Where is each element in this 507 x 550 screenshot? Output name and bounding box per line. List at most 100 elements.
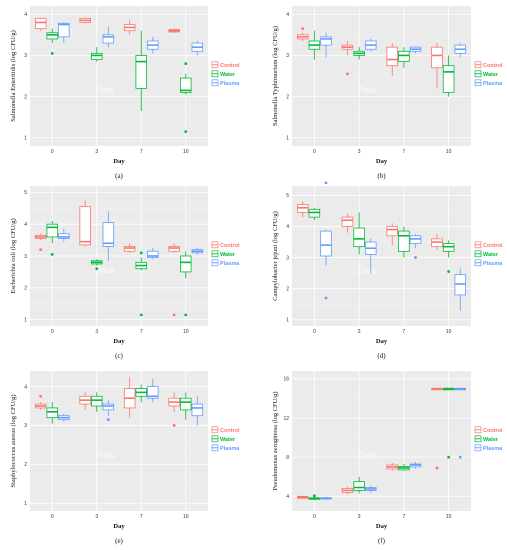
box-control <box>123 243 136 253</box>
x-tick-label: 7 <box>140 329 143 335</box>
chart-panel-0: 1 2 3 4 0 3 7 10 Pork Salmonella Enteritidis (log… <box>10 6 240 180</box>
legend-label: Plasma <box>220 81 240 87</box>
box-control <box>386 43 399 76</box>
y-tick-label: 1 <box>286 136 289 142</box>
x-axis-title: Day <box>376 338 388 345</box>
y-tick-label: 2 <box>24 94 27 100</box>
x-tick-label: 0 <box>51 329 54 335</box>
legend-label: Water <box>483 252 499 258</box>
box-water <box>135 30 147 111</box>
box-plasma <box>58 228 70 242</box>
box-body <box>442 65 455 93</box>
panel-label: (f) <box>378 537 386 545</box>
box-control <box>341 41 354 76</box>
x-tick-label: 3 <box>95 149 98 155</box>
box-plasma <box>320 496 332 500</box>
box-plasma <box>102 26 115 48</box>
box-water <box>353 212 365 255</box>
box-control <box>168 392 180 427</box>
x-tick-label: 3 <box>95 514 98 520</box>
y-tick-label: 3 <box>286 53 289 59</box>
panel-label: (c) <box>115 352 123 360</box>
y-tick-label: 5 <box>24 190 27 196</box>
box-water <box>398 464 410 471</box>
box-plasma <box>454 43 467 58</box>
box-water <box>353 47 365 60</box>
x-tick-label: 3 <box>95 329 98 335</box>
legend-item-water: Water <box>474 435 499 443</box>
box-body <box>398 50 410 62</box>
box-body <box>180 397 192 411</box>
y-axis-title: Pseudomonas aeruginosa (log CFU/g) <box>272 391 279 490</box>
box-body <box>91 395 103 407</box>
y-tick-label: 8 <box>286 455 289 461</box>
outlier-point <box>435 466 439 470</box>
box-body <box>386 226 399 237</box>
legend-label: Water <box>220 72 236 78</box>
box-water <box>180 62 192 133</box>
chart-panel-4: 1 2 3 4 0 3 7 10 Pork Staphylococcus aureus (log … <box>10 371 240 545</box>
box-control <box>34 17 47 31</box>
y-axis-title: Staphylococcus aureus (log CFU/g) <box>10 395 17 488</box>
x-tick-label: 0 <box>51 514 54 520</box>
y-tick-label: 2 <box>24 286 27 292</box>
watermark: Pork <box>95 265 114 276</box>
legend-item-water: Water <box>211 250 236 258</box>
watermark: Pork <box>95 85 114 96</box>
legend-label: Water <box>220 437 236 443</box>
box-body <box>34 17 47 30</box>
x-axis-title: Day <box>376 158 388 165</box>
box-plasma <box>191 41 204 56</box>
outlier-point <box>39 248 43 252</box>
box-water <box>442 55 455 97</box>
outlier-point <box>301 27 305 31</box>
box-control <box>341 214 354 233</box>
box-body <box>46 32 58 40</box>
x-tick-label: 7 <box>402 514 405 520</box>
y-tick-label: 4 <box>286 12 289 18</box>
legend-label: Control <box>220 428 240 434</box>
legend-label: Plasma <box>483 446 503 452</box>
legend-item-water: Water <box>474 250 499 258</box>
outlier-point <box>106 418 110 422</box>
box-body <box>353 481 365 491</box>
box-body <box>46 407 58 419</box>
legend-item-control: Control <box>474 241 503 249</box>
box-body <box>386 46 399 67</box>
box-control <box>168 28 180 33</box>
watermark: Pork <box>358 450 377 461</box>
y-tick-label: 2 <box>286 286 289 292</box>
x-tick-label: 10 <box>183 514 189 520</box>
y-tick-label: 12 <box>283 416 289 422</box>
outlier-point <box>346 72 349 76</box>
legend-item-control: Control <box>474 426 503 434</box>
box-body <box>58 22 70 38</box>
x-tick-label: 3 <box>358 149 361 155</box>
x-tick-label: 7 <box>402 149 405 155</box>
legend-label: Water <box>483 72 499 78</box>
x-tick-label: 3 <box>358 514 361 520</box>
box-water <box>398 47 410 68</box>
box-control <box>123 376 136 418</box>
x-tick-label: 10 <box>446 149 452 155</box>
box-water <box>91 47 103 62</box>
box-control <box>79 200 91 247</box>
outlier-point <box>414 256 417 259</box>
legend-item-plasma: Plasma <box>211 444 240 452</box>
x-tick-label: 3 <box>358 329 361 335</box>
box-plasma <box>58 413 70 422</box>
box-control <box>34 394 47 410</box>
legend-label: Control <box>483 428 503 434</box>
x-tick-label: 10 <box>446 514 452 520</box>
legend-label: Plasma <box>483 81 503 87</box>
legend-item-plasma: Plasma <box>211 259 240 267</box>
box-body <box>180 77 192 93</box>
legend-item-plasma: Plasma <box>474 444 503 452</box>
box-body <box>320 36 332 46</box>
box-plasma <box>191 248 204 255</box>
panel-label: (a) <box>115 172 123 180</box>
box-water <box>442 240 455 273</box>
box-plasma <box>409 234 422 259</box>
watermark: Pork <box>358 85 377 96</box>
legend-label: Water <box>483 437 499 443</box>
